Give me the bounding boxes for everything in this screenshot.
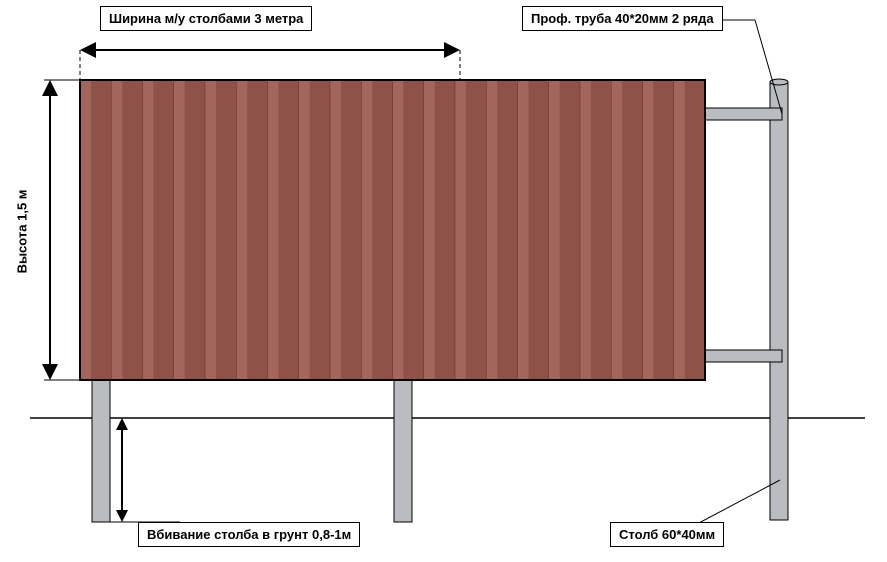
label-post: Столб 60*40мм	[610, 522, 724, 547]
label-rails: Проф. труба 40*20мм 2 ряда	[522, 6, 723, 31]
label-height: Высота 1,5 м	[14, 190, 29, 274]
fence-diagram	[0, 0, 887, 562]
label-width: Ширина м/у столбами 3 метра	[100, 6, 312, 31]
label-depth: Вбивание столба в грунт 0,8-1м	[138, 522, 360, 547]
